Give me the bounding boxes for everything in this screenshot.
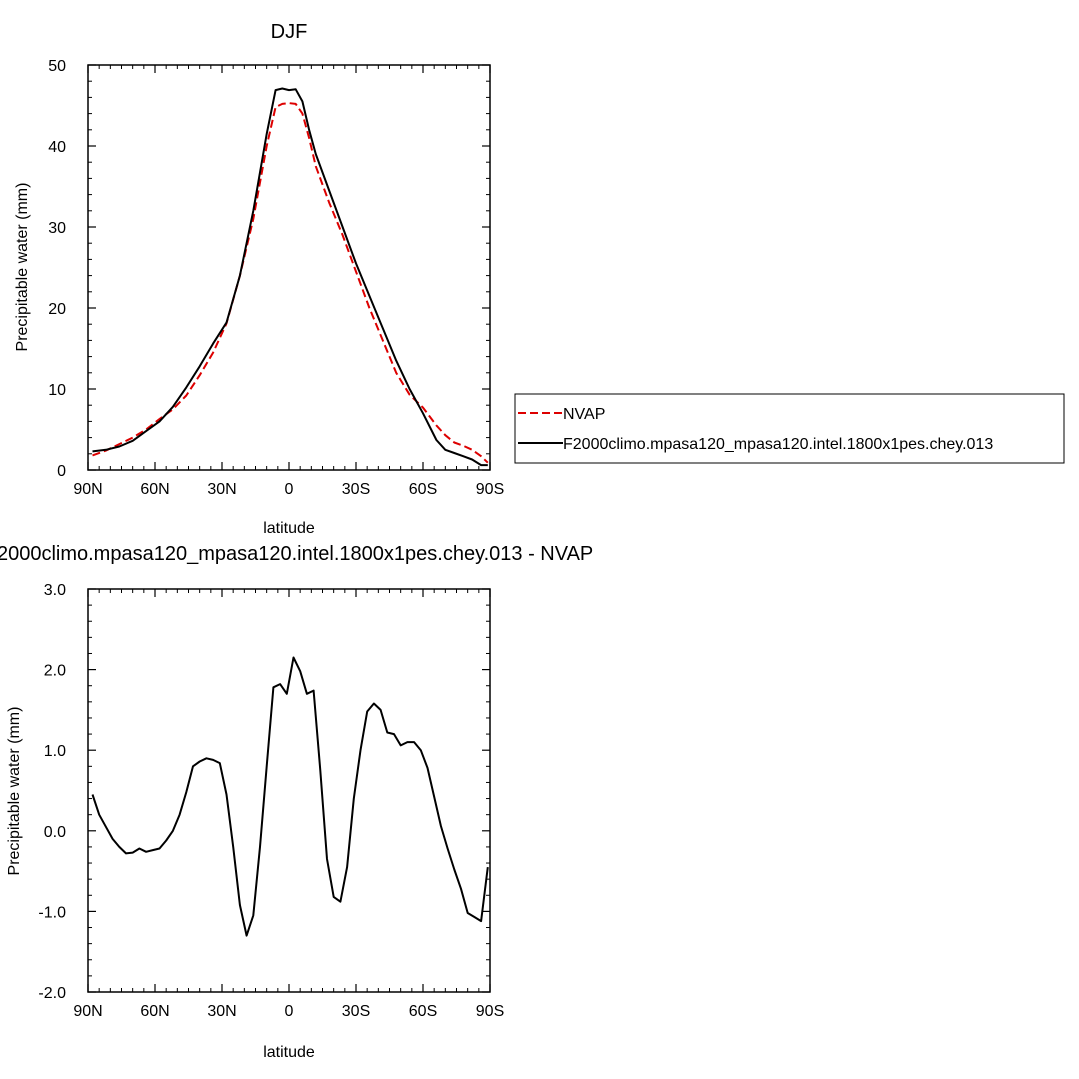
djf-y-axis-label: Precipitable water (mm) [14,183,31,352]
djf-chart-title: DJF [271,21,308,43]
djf-x-axis-label: latitude [263,520,315,537]
djf-x-tick-label: 0 [285,481,294,498]
difference-panel: F2000climo.mpasa120_mpasa120.intel.1800x… [0,543,593,1061]
djf-x-tick-label: 60N [140,481,169,498]
djf-x-tick-label: 30N [207,481,236,498]
djf-axes: 90N 60N 30N 0 30S 60S 90S 0 10 20 30 40 50 [48,58,504,498]
djf-x-tick-label: 60S [409,481,437,498]
djf-series-line-0 [92,102,489,464]
difference-plot-frame [87,588,491,993]
difference-axes: 90N 60N 30N 0 30S 60S 90S -2.0 -1.0 0.0 1.0 2.0 3.0 [38,582,504,1020]
legend-label-nvap: NVAP [563,406,605,423]
difference-x-axis-label: latitude [263,1044,315,1061]
difference-x-tick-label: 90N [73,1003,102,1020]
difference-x-tick-label: 30S [342,1003,370,1020]
difference-series-group [91,656,489,937]
djf-y-tick-label: 0 [57,463,66,480]
difference-y-tick-label: 1.0 [44,743,66,760]
difference-x-tick-label: 0 [285,1003,294,1020]
difference-y-tick-label: -1.0 [38,904,66,921]
djf-x-tick-label: 90S [476,481,504,498]
djf-x-tick-label: 30S [342,481,370,498]
djf-plot-frame [87,64,491,471]
djf-series-group [92,87,489,467]
difference-y-axis-label: Precipitable water (mm) [6,707,23,876]
djf-x-tick-label: 90N [73,481,102,498]
djf-panel: DJF 90N 60N 30N 0 30S 60S 90S 0 10 20 30 40 50 latit… [14,21,504,537]
legend-box [514,393,1065,464]
difference-y-tick-label: 3.0 [44,582,66,599]
djf-y-tick-label: 20 [48,301,66,318]
djf-series-line-1 [92,87,488,467]
difference-x-tick-label: 60S [409,1003,437,1020]
djf-y-tick-label: 50 [48,58,66,75]
difference-y-tick-label: 0.0 [44,824,66,841]
difference-chart-title: F2000climo.mpasa120_mpasa120.intel.1800x… [0,543,593,565]
legend-label-model: F2000climo.mpasa120_mpasa120.intel.1800x… [563,436,993,453]
legend: NVAP F2000climo.mpasa120_mpasa120.intel.… [514,393,1065,464]
difference-x-tick-label: 60N [140,1003,169,1020]
difference-y-tick-label: 2.0 [44,663,66,680]
difference-x-tick-label: 30N [207,1003,236,1020]
djf-y-tick-label: 40 [48,139,66,156]
djf-y-tick-label: 10 [48,382,66,399]
difference-x-tick-label: 90S [476,1003,504,1020]
djf-y-tick-label: 30 [48,220,66,237]
difference-y-tick-label: -2.0 [38,985,66,1002]
difference-series-line-0 [91,656,489,937]
